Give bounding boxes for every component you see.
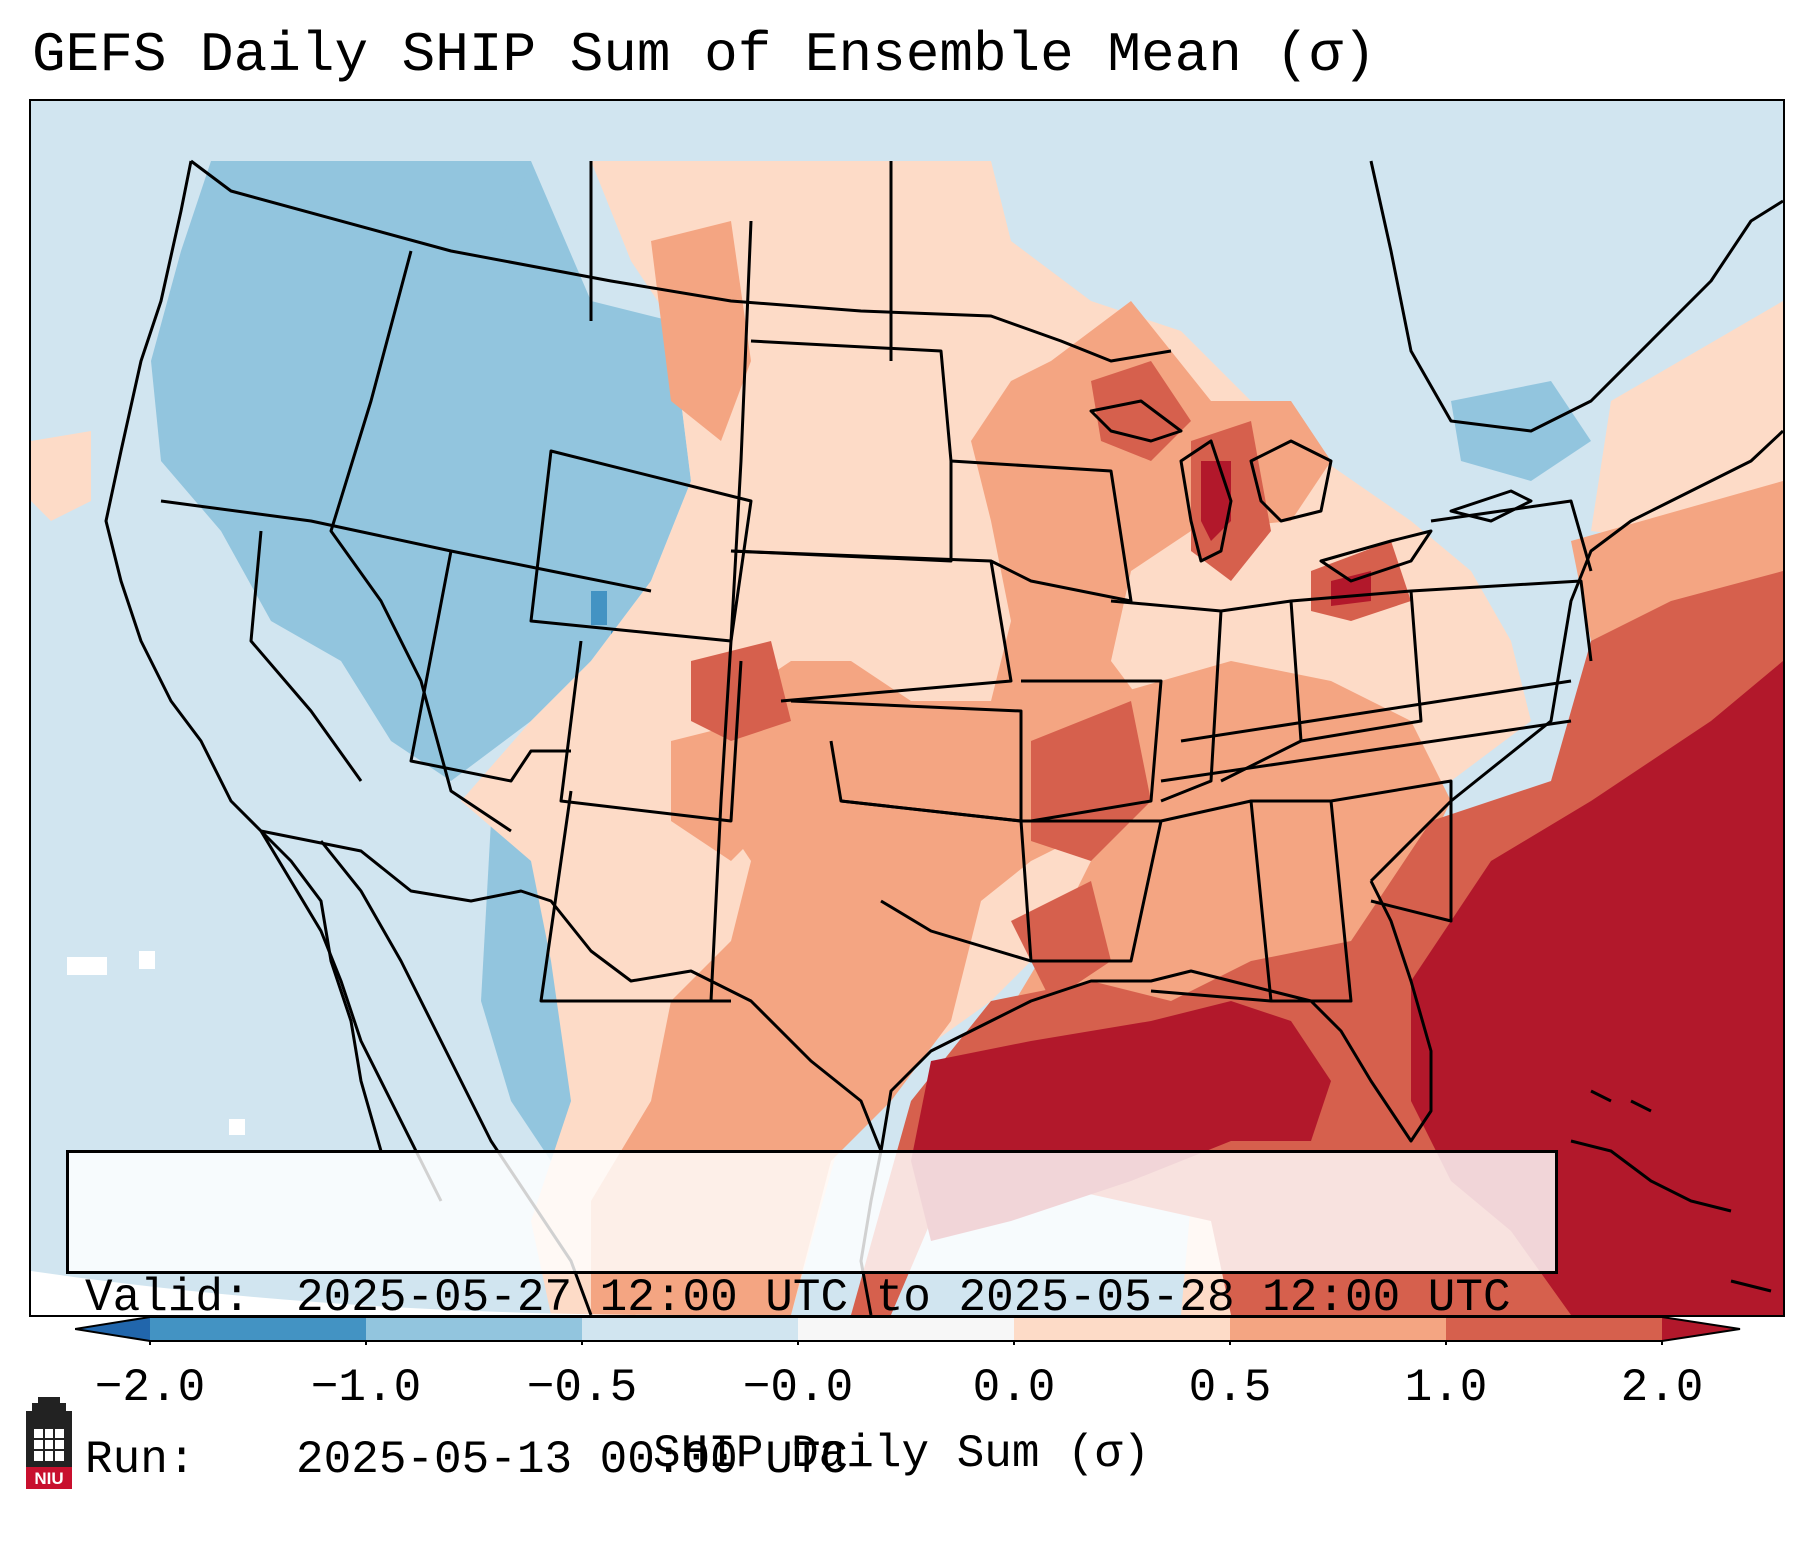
colorbar-tick-label: −0.0 — [742, 1362, 854, 1414]
canada-us-border — [190, 159, 1172, 363]
colorbar-under-arrow — [75, 1317, 150, 1341]
map-title: GEFS Daily SHIP Sum of Ensemble Mean (σ) — [32, 23, 1377, 87]
colorbar-bin-7 — [1446, 1317, 1662, 1341]
colorbar-tick-label: 0.0 — [972, 1362, 1056, 1414]
colorbar-bin-5 — [1014, 1317, 1230, 1341]
map-panel — [29, 99, 1785, 1317]
colorbar-tick-label: −1.0 — [310, 1362, 422, 1414]
lake-huron — [1249, 439, 1333, 523]
valid-value: 2025-05-27 12:00 UTC to 2025-05-28 12:00… — [296, 1272, 1511, 1324]
geographic-borders — [104, 159, 1783, 1315]
valid-run-info-box: Valid: 2025-05-27 12:00 UTC to 2025-05-28… — [66, 1150, 1558, 1486]
colorbar-over-arrow — [1662, 1317, 1740, 1341]
caribbean-islands — [1570, 1089, 1772, 1293]
run-value: 2025-05-13 00:00 UTC — [296, 1434, 849, 1486]
logo-wordmark-bg — [26, 1467, 72, 1489]
missing-data-patches — [67, 951, 245, 1135]
lake-ontario — [1449, 489, 1533, 523]
lake-superior — [1089, 399, 1183, 443]
colorbar-bin-6 — [1230, 1317, 1446, 1341]
west-coastline — [104, 160, 383, 1152]
valid-key: Valid: — [85, 1272, 251, 1324]
colorbar-label: SHIP Daily Sum (σ) — [653, 1428, 1150, 1480]
niu-logo: NIU — [26, 1397, 72, 1489]
logo-wordmark: NIU — [34, 1469, 63, 1488]
colorbar-tick-label: 0.5 — [1188, 1362, 1272, 1414]
colorbar-bin-3 — [582, 1317, 798, 1341]
colorbar-tick-label: −2.0 — [94, 1362, 206, 1414]
domain-edge — [31, 1271, 681, 1315]
ship-anomaly-map — [31, 101, 1783, 1315]
colorbar-bin-2 — [366, 1317, 582, 1341]
canadian-shoreline — [1369, 160, 1783, 433]
colorbar-bin-4 — [798, 1317, 1014, 1341]
colorbar-tick-label: 2.0 — [1620, 1362, 1704, 1414]
us-mexico-border — [260, 829, 883, 1152]
colorbar-bin-1 — [150, 1317, 366, 1341]
colorbar-tick-label: −0.5 — [526, 1362, 638, 1414]
run-row: Run: 2025-05-13 00:00 UTC — [85, 1433, 1539, 1487]
valid-row: Valid: 2025-05-27 12:00 UTC to 2025-05-28… — [85, 1271, 1539, 1325]
colorbar-ticks — [149, 1341, 1663, 1345]
colorbar-tick-label: 1.0 — [1404, 1362, 1488, 1414]
run-key: Run: — [85, 1434, 196, 1486]
lake-michigan — [1179, 439, 1233, 563]
colorbar — [75, 1316, 1741, 1345]
lake-erie — [1319, 529, 1433, 583]
gulf-coastline — [879, 880, 1433, 1152]
